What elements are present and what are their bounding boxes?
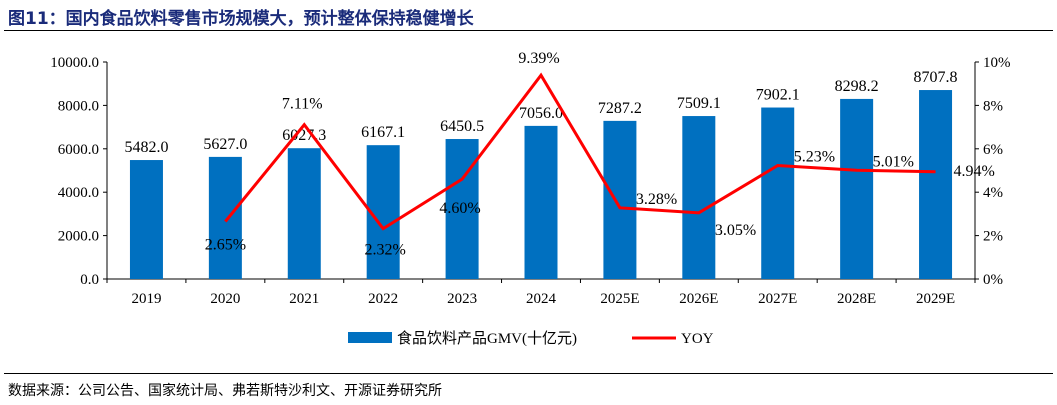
- right-tick-label: 8%: [983, 98, 1003, 114]
- bar-label: 6167.1: [361, 124, 405, 141]
- right-tick-label: 10%: [983, 55, 1011, 71]
- x-tick-label: 2027E: [758, 291, 797, 307]
- x-tick-label: 2028E: [837, 291, 876, 307]
- yoy-label: 4.60%: [439, 200, 480, 217]
- bar-label: 8298.2: [835, 78, 879, 95]
- bar: [603, 120, 637, 279]
- bar: [840, 98, 874, 279]
- bar: [129, 160, 163, 279]
- left-tick-label: 4000.0: [58, 185, 99, 201]
- x-tick-label: 2021: [289, 291, 319, 307]
- x-tick-label: 2025E: [600, 291, 639, 307]
- yoy-label: 5.23%: [794, 149, 835, 166]
- right-tick-label: 0%: [983, 272, 1003, 288]
- yoy-label: 4.94%: [954, 163, 995, 180]
- x-tick-label: 2020: [210, 291, 240, 307]
- yoy-label: 7.11%: [282, 96, 323, 113]
- x-tick-label: 2022: [368, 291, 398, 307]
- bar-label: 7287.2: [598, 100, 642, 117]
- bar-label: 5482.0: [124, 139, 168, 156]
- yoy-label: 2.32%: [365, 242, 406, 259]
- source-note: 数据来源：公司公告、国家统计局、弗若斯特沙利文、开源证券研究所: [8, 383, 442, 399]
- left-tick-label: 2000.0: [58, 229, 99, 245]
- bar: [761, 107, 795, 279]
- bar: [524, 125, 558, 280]
- bar-label: 5627.0: [203, 136, 247, 153]
- x-tick-label: 2029E: [916, 291, 955, 307]
- bar: [208, 156, 242, 279]
- bar: [919, 90, 953, 279]
- x-tick-label: 2026E: [679, 291, 718, 307]
- left-tick-label: 10000.0: [50, 55, 99, 71]
- x-tick-label: 2023: [447, 291, 477, 307]
- yoy-label: 3.28%: [636, 191, 677, 208]
- right-tick-label: 4%: [983, 185, 1003, 201]
- yoy-label: 5.01%: [873, 153, 914, 170]
- bar-label: 7902.1: [756, 87, 800, 104]
- x-tick-label: 2019: [131, 291, 161, 307]
- left-tick-label: 6000.0: [58, 142, 99, 158]
- legend-line-label: YOY: [681, 331, 714, 347]
- yoy-label: 2.65%: [205, 236, 246, 253]
- bar: [287, 148, 321, 279]
- figure-title: 图11：国内食品饮料零售市场规模大，预计整体保持稳健增长: [8, 9, 474, 29]
- left-tick-label: 0.0: [80, 272, 99, 288]
- bar-label: 7056.0: [519, 105, 563, 122]
- right-tick-label: 6%: [983, 142, 1003, 158]
- yoy-label: 9.39%: [518, 50, 559, 67]
- bar-label: 6450.5: [440, 118, 484, 135]
- bar: [682, 116, 716, 280]
- right-tick-label: 2%: [983, 229, 1003, 245]
- left-tick-label: 8000.0: [58, 98, 99, 114]
- bar-label: 8707.8: [914, 69, 958, 86]
- legend-bar-label: 食品饮料产品GMV(十亿元): [397, 330, 577, 347]
- yoy-line: [224, 72, 936, 231]
- yoy-label: 3.05%: [715, 222, 756, 239]
- title-divider: [4, 30, 1053, 31]
- x-tick-label: 2024: [526, 291, 557, 307]
- legend-bar-swatch: [348, 332, 392, 343]
- source-divider: [4, 373, 1053, 374]
- bar-label: 7509.1: [677, 95, 721, 112]
